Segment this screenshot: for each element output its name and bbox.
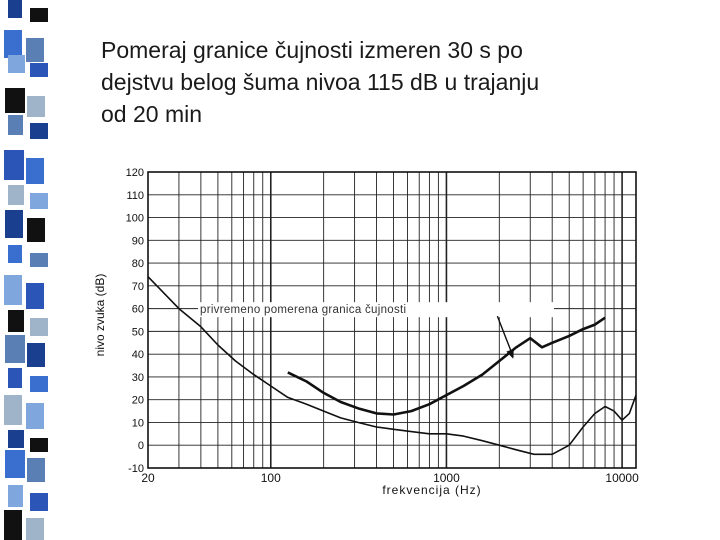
- y-tick-label: 100: [126, 213, 144, 225]
- stripe-block: [26, 403, 44, 429]
- y-tick-label: 30: [132, 372, 144, 384]
- stripe-block: [26, 158, 44, 184]
- stripe-block: [26, 518, 44, 540]
- x-axis-label: frekvencija (Hz): [382, 483, 481, 497]
- annotation-arrow-line: [496, 315, 514, 357]
- y-tick-label: 0: [138, 440, 144, 452]
- stripe-block: [8, 0, 22, 18]
- x-tick-label: 10000: [605, 471, 639, 485]
- stripe-block: [5, 210, 23, 238]
- stripe-block: [4, 395, 22, 425]
- stripe-block: [4, 510, 22, 540]
- series-line-2: [147, 276, 637, 456]
- stripe-block: [5, 88, 25, 113]
- stripe-block: [4, 275, 22, 305]
- annotation-background: [198, 302, 554, 318]
- stripe-block: [30, 63, 48, 77]
- x-tick-label: 20: [141, 471, 155, 485]
- stripe-block: [27, 343, 45, 367]
- y-tick-label: 40: [132, 349, 144, 361]
- y-tick-label: 120: [126, 167, 144, 179]
- y-tick-label: 50: [132, 326, 144, 338]
- stripe-block: [27, 96, 45, 117]
- stripe-block: [30, 318, 48, 336]
- stripe-block: [30, 193, 48, 209]
- stripe-block: [30, 438, 48, 452]
- x-tick-label: 100: [261, 471, 281, 485]
- stripe-block: [8, 310, 24, 332]
- y-tick-label: 110: [126, 190, 144, 202]
- stripe-block: [8, 245, 22, 263]
- stripe-block: [5, 335, 25, 363]
- series-line-1: [287, 316, 606, 416]
- x-tick-label: 1000: [433, 471, 460, 485]
- y-tick-label: -10: [128, 463, 144, 475]
- stripe-block: [30, 8, 48, 22]
- stripe-block: [30, 253, 48, 267]
- stripe-block: [8, 55, 25, 73]
- stripe-block: [26, 283, 44, 309]
- slide-title-line-1: Pomeraj granice čujnosti izmeren 30 s po: [101, 37, 523, 63]
- y-axis-label: nivo zvuka (dB): [93, 274, 107, 357]
- stripe-block: [27, 218, 45, 242]
- stripe-block: [30, 376, 48, 392]
- stripe-block: [8, 185, 24, 205]
- stripe-block: [8, 368, 22, 388]
- y-tick-label: 60: [132, 304, 144, 316]
- stripe-block: [27, 458, 45, 482]
- y-tick-label: 70: [132, 281, 144, 293]
- stripe-block: [30, 123, 48, 139]
- y-tick-label: 10: [132, 417, 144, 429]
- slide-title-line-2: dejstvu belog šuma nivoa 115 dB u trajan…: [101, 69, 540, 95]
- stripe-block: [5, 450, 25, 478]
- annotation-label: privremeno pomerena granica čujnosti: [200, 304, 406, 316]
- stripe-block: [8, 115, 23, 135]
- y-tick-label: 90: [132, 235, 144, 247]
- stripe-block: [30, 493, 48, 511]
- y-tick-label: 20: [132, 395, 144, 407]
- stripe-block: [8, 485, 23, 507]
- plot-frame: [147, 171, 637, 469]
- y-tick-label: 80: [132, 258, 144, 270]
- stripe-block: [26, 38, 44, 62]
- stripe-block: [4, 30, 22, 58]
- stripe-block: [8, 430, 24, 448]
- annotation-arrow-head: [506, 348, 514, 359]
- stripe-block: [4, 150, 24, 180]
- slide-title-line-3: od 20 min: [101, 101, 203, 127]
- slide-title: Pomeraj granice čujnosti izmeren 30 s po…: [101, 34, 701, 130]
